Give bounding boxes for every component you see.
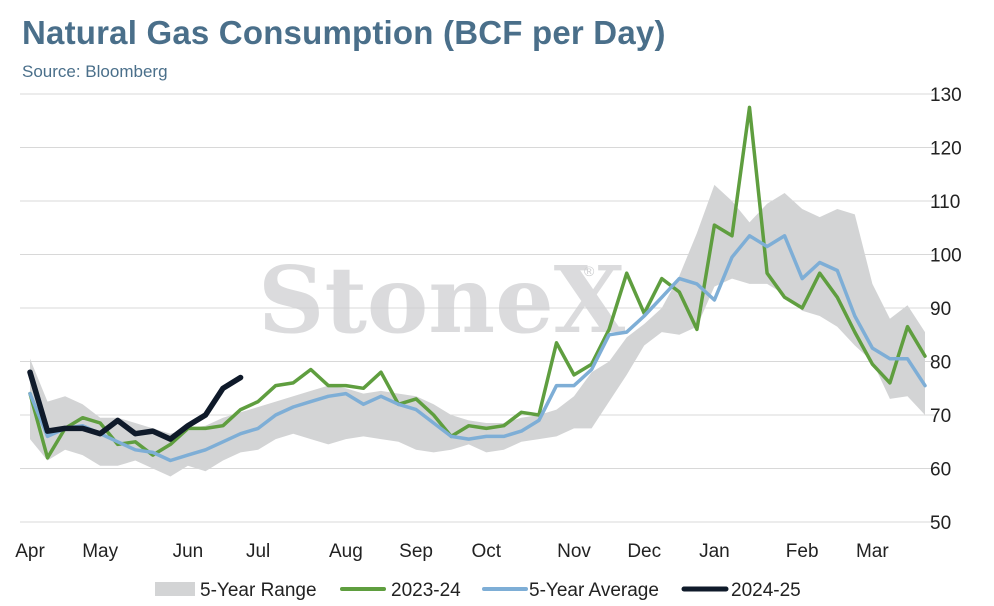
legend-label: 5-Year Average	[529, 580, 659, 601]
y-tick-label: 120	[930, 139, 962, 160]
x-tick-label: Apr	[15, 541, 45, 562]
x-tick-label: Jun	[173, 541, 204, 562]
x-tick-label: Aug	[329, 541, 363, 562]
y-tick-label: 90	[930, 299, 951, 320]
y-tick-label: 100	[930, 246, 962, 267]
series-line-2023-24	[28, 105, 927, 460]
y-tick-label: 60	[930, 460, 951, 481]
watermark-registered-mark: ®	[584, 263, 595, 279]
y-tick-label: 130	[930, 85, 962, 106]
x-tick-label: Mar	[856, 541, 889, 562]
y-tick-label: 70	[930, 406, 951, 427]
legend-label: 5-Year Range	[200, 580, 317, 601]
series-lines-layer	[27, 105, 927, 463]
range-band	[30, 184, 925, 477]
x-tick-label: Oct	[471, 541, 501, 562]
x-tick-label: Sep	[399, 541, 433, 562]
legend-swatch-range	[155, 582, 195, 596]
y-tick-label: 50	[930, 513, 951, 534]
watermark-text: StoneX	[258, 246, 626, 354]
x-tick-label: Jan	[699, 541, 730, 562]
y-tick-label: 110	[930, 192, 960, 213]
y-tick-label: 80	[930, 353, 951, 374]
x-axis-ticks: Apr May Jun Jul Aug Sep Oct Nov Dec Jan Feb Mar	[15, 541, 889, 562]
range-band-layer	[30, 184, 925, 477]
chart-title: Natural Gas Consumption (BCF per Day)	[22, 14, 666, 51]
x-tick-label: May	[82, 541, 118, 562]
legend: 5-Year Range 2023-24 5-Year Average 2024-25	[155, 580, 801, 601]
watermark: StoneX ®	[258, 246, 626, 354]
y-axis-ticks: 50 60 70 80 90 100 110 120 130	[930, 85, 962, 534]
x-tick-label: Jul	[246, 541, 270, 562]
legend-label: 2024-25	[731, 580, 801, 601]
chart-subtitle: Source: Bloomberg	[22, 62, 168, 81]
x-tick-label: Dec	[627, 541, 661, 562]
series-line-5-year-average	[28, 234, 927, 463]
gridlines	[20, 93, 935, 523]
series-line-2024-25	[27, 369, 244, 442]
x-tick-label: Nov	[557, 541, 591, 562]
x-tick-label: Feb	[786, 541, 819, 562]
legend-label: 2023-24	[391, 580, 461, 601]
